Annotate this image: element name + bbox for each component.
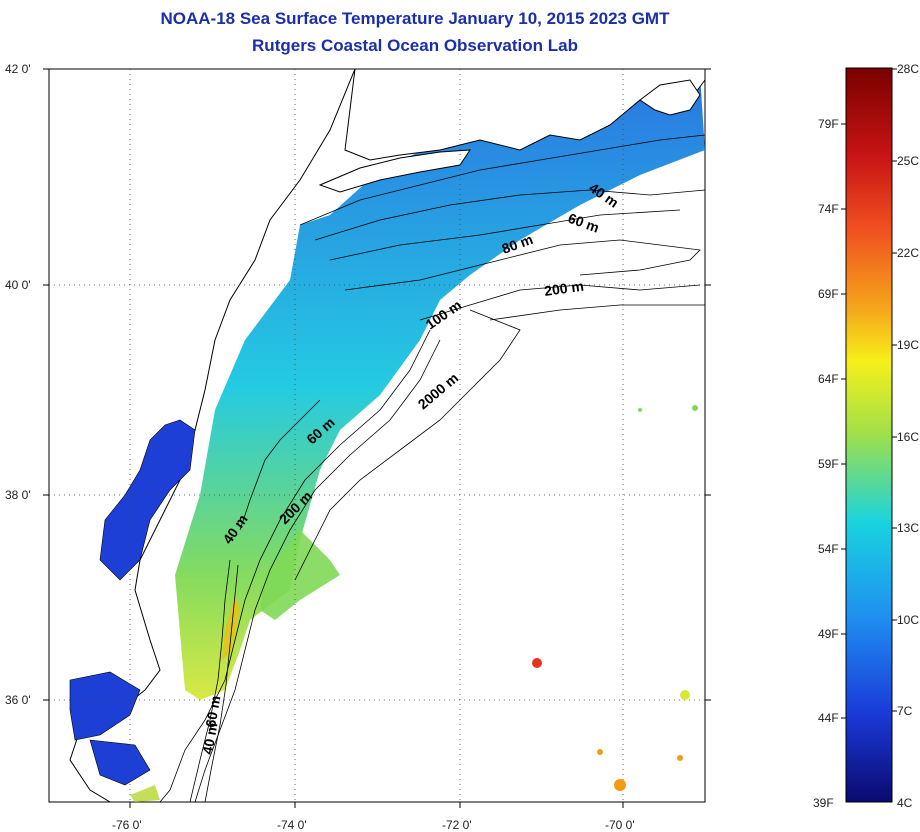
- colorbar-celsius-label: 4C: [897, 796, 913, 810]
- colorbar-celsius-label: 22C: [897, 246, 920, 260]
- bay-water: [99, 419, 196, 581]
- lat-label: 42 0': [5, 62, 31, 76]
- sst-field-shelf: [175, 75, 705, 700]
- colorbar-fahrenheit-label: 49F: [818, 627, 839, 641]
- sst-field-warm: [260, 530, 340, 620]
- graticule: [49, 69, 705, 802]
- lat-label: 38 0': [5, 488, 31, 502]
- lat-label: 40 0': [5, 278, 31, 292]
- colorbar-fahrenheit-label: 44F: [818, 711, 839, 725]
- colorbar-gradient: [845, 67, 893, 803]
- colorbar-fahrenheit-label: 54F: [818, 542, 839, 556]
- land-cape-cod: [639, 79, 701, 116]
- colorbar-fahrenheit-label: 69F: [818, 287, 839, 301]
- colorbar-celsius-label: 19C: [897, 338, 920, 352]
- colorbar-celsius-label: 10C: [897, 613, 920, 627]
- lon-label: -76 0': [112, 818, 142, 832]
- map-subtitle: Rutgers Coastal Ocean Observation Lab: [252, 36, 578, 55]
- sst-field-southern: [130, 785, 160, 802]
- colorbar-celsius-label: 25C: [897, 154, 920, 168]
- map-title: NOAA-18 Sea Surface Temperature January …: [160, 9, 670, 28]
- lon-label: -72 0': [442, 818, 472, 832]
- bathymetry-contours: [159, 134, 706, 803]
- sst-field-gulfstream: [222, 595, 240, 660]
- lon-label: -74 0': [277, 818, 307, 832]
- sound-water: [69, 671, 141, 741]
- colorbar-celsius-label: 13C: [897, 521, 920, 535]
- colorbar-celsius-label: 7C: [897, 704, 913, 718]
- sound-water-2: [89, 739, 151, 786]
- lat-label: 36 0': [5, 693, 31, 707]
- frame-ticks: [43, 68, 711, 808]
- contour-label: 200 m: [543, 278, 585, 299]
- colorbar-fahrenheit-label: 79F: [818, 117, 839, 131]
- colorbar-fahrenheit-label: 64F: [818, 372, 839, 386]
- colorbar-fahrenheit-label: 39F: [813, 796, 834, 810]
- lon-label: -70 0': [605, 818, 635, 832]
- land-new-england: [344, 68, 706, 161]
- contour-label: 60 m: [202, 694, 223, 728]
- offshore-sst-pixels: [532, 405, 698, 791]
- colorbar-celsius-label: 16C: [897, 430, 920, 444]
- colorbar-fahrenheit-label: 74F: [818, 202, 839, 216]
- colorbar-fahrenheit-label: 59F: [818, 457, 839, 471]
- contour-label: 40 m: [199, 721, 220, 755]
- land-long-island: [318, 149, 471, 193]
- colorbar-celsius-label: 28C: [897, 62, 920, 76]
